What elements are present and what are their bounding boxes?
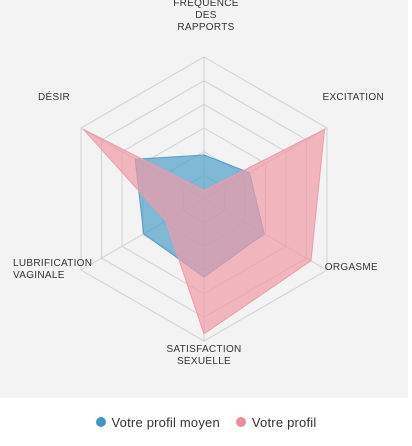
legend-dot-average-profile [95, 417, 106, 427]
legend-label-your-profile: Votre profil [251, 414, 317, 430]
series-area-1 [83, 128, 326, 335]
axis-label-4-line-0: LUBRIFICATION [13, 258, 92, 269]
axis-label-5-line-0: DÉSIR [38, 90, 70, 103]
axis-label-4-line-1: VAGINALE [13, 270, 65, 281]
axis-label-2-line-0: ORGASME [325, 262, 378, 273]
legend-item-average-profile[interactable]: Votre profil moyen [95, 414, 220, 430]
axis-label-3-line-1: SEXUELLE [177, 356, 231, 367]
axis-label-0-line-1: DES [195, 10, 216, 21]
legend-item-your-profile[interactable]: Votre profil [235, 414, 317, 430]
legend-label-average-profile: Votre profil moyen [111, 414, 220, 430]
axis-label-1-line-0: EXCITATION [322, 92, 384, 103]
chart-panel: FRÉQUENCE DES RAPPORTS EXCITATION ORGASME SAT… [0, 0, 408, 398]
axis-label-3-line-0: SATISFACTION [166, 344, 241, 355]
legend-dot-your-profile [235, 417, 246, 427]
axis-label-0-line-0: FRÉQUENCE [173, 0, 239, 9]
axis-label-0-line-2: RAPPORTS [177, 22, 234, 33]
legend: Votre profil moyen Votre profil [0, 398, 412, 446]
